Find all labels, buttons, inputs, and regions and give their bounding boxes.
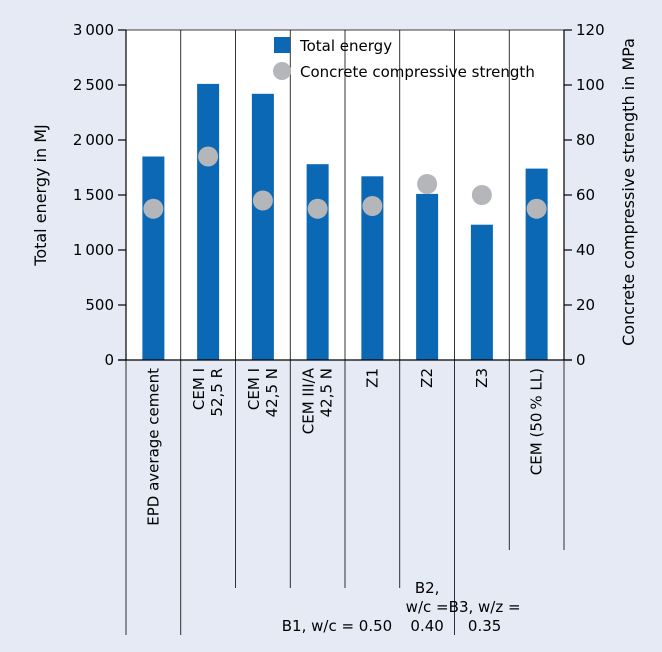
- left-tick-label: 2 500: [73, 76, 114, 94]
- right-tick-label: 80: [576, 131, 595, 149]
- category-label: CEM (50 % LL): [528, 368, 546, 475]
- group-label: B2,: [415, 579, 440, 597]
- bar: [142, 156, 165, 360]
- category-label: 42,5 N: [263, 368, 281, 417]
- right-tick-label: 20: [576, 296, 595, 314]
- legend-swatch-bar: [274, 37, 290, 53]
- right-tick-label: 40: [576, 241, 595, 259]
- right-tick-label: 120: [576, 21, 605, 39]
- gridlines: [180, 30, 510, 360]
- right-axis-ticks: 0 20 40 60 80 100 120: [564, 21, 605, 369]
- left-tick-label: 500: [85, 296, 114, 314]
- legend-label: Concrete compressive strength: [300, 63, 535, 81]
- bar: [470, 224, 493, 360]
- point: [362, 196, 383, 216]
- group-label: 0.40: [410, 617, 443, 635]
- bar: [416, 193, 439, 360]
- group-label: w/c =: [406, 598, 449, 616]
- category-label: Z3: [473, 368, 491, 388]
- right-tick-label: 100: [576, 76, 605, 94]
- point: [526, 198, 547, 219]
- y-axis-label: Total energy in MJ: [31, 124, 50, 266]
- category-label: CEM I: [245, 368, 263, 410]
- right-tick-label: 0: [576, 351, 586, 369]
- category-label: Z1: [363, 368, 381, 388]
- category-labels: EPD average cement CEM I 52,5 R CEM I 42,5 N…: [125, 360, 565, 635]
- left-tick-label: 0: [104, 351, 114, 369]
- bar: [251, 93, 274, 361]
- point: [471, 185, 492, 205]
- left-tick-label: 1 500: [73, 186, 114, 204]
- bar: [306, 164, 329, 360]
- left-tick-label: 3 000: [73, 21, 114, 39]
- left-axis-ticks: 0 500 1 000 1 500 2 000 2 500 3 000: [73, 21, 126, 369]
- point: [252, 190, 273, 211]
- category-label: Z2: [418, 368, 436, 388]
- legend-swatch-point: [273, 62, 291, 80]
- point: [307, 198, 328, 219]
- point: [417, 174, 438, 194]
- group-labels: B1, w/c = 0.50 B2,w/c =0.40 B3, w/z =0.35: [282, 579, 521, 635]
- category-label: CEM III/A: [300, 367, 318, 434]
- legend-label: Total energy: [299, 37, 392, 55]
- category-label: CEM I: [190, 368, 208, 410]
- bar: [197, 83, 220, 361]
- point: [143, 198, 164, 219]
- left-tick-label: 1 000: [73, 241, 114, 259]
- category-label: 52,5 R: [208, 368, 226, 417]
- point: [198, 146, 219, 167]
- y2-axis-label: Concrete compressive strength in MPa: [619, 38, 638, 346]
- bar: [525, 168, 548, 360]
- group-label: B3, w/z =: [449, 598, 521, 616]
- points: [143, 146, 547, 219]
- legend: Total energy Concrete compressive strengt…: [273, 37, 535, 81]
- category-label: 42,5 N: [318, 368, 336, 417]
- bar: [361, 176, 384, 360]
- group-label: 0.35: [468, 617, 501, 635]
- left-tick-label: 2 000: [73, 131, 114, 149]
- group-label: B1, w/c = 0.50: [282, 617, 392, 635]
- category-label: EPD average cement: [144, 368, 162, 526]
- right-tick-label: 60: [576, 186, 595, 204]
